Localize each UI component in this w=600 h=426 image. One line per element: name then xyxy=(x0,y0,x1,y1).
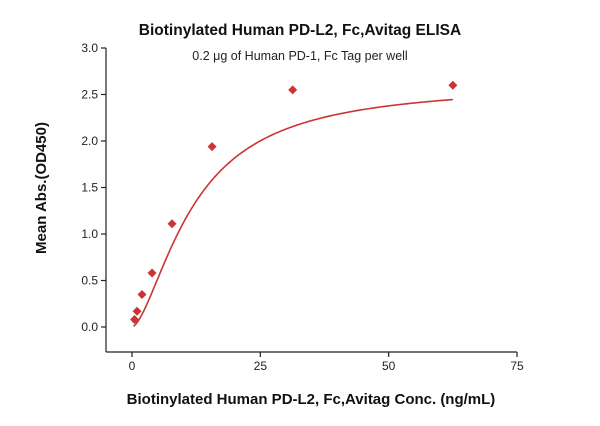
x-tick-label: 50 xyxy=(382,359,396,373)
y-axis-title: Mean Abs.(OD450) xyxy=(33,122,50,254)
chart-subtitle: 0.2 μg of Human PD-1, Fc Tag per well xyxy=(192,49,407,63)
y-tick-label: 1.5 xyxy=(81,181,98,195)
data-point xyxy=(132,306,142,316)
y-tick-label: 0.0 xyxy=(81,320,98,334)
x-tick-label: 25 xyxy=(254,359,268,373)
fit-curve-group xyxy=(133,98,453,327)
y-tick-label: 0.5 xyxy=(81,274,98,288)
y-tick-label: 3.0 xyxy=(81,41,98,55)
fit-curve xyxy=(133,98,453,327)
data-point xyxy=(147,268,157,278)
axes xyxy=(105,48,517,353)
x-tick-label: 0 xyxy=(129,359,136,373)
data-points xyxy=(130,80,458,325)
y-tick-label: 2.0 xyxy=(81,134,98,148)
chart-title: Biotinylated Human PD-L2, Fc,Avitag ELIS… xyxy=(139,22,461,39)
data-point xyxy=(130,315,140,325)
y-tick-label: 1.0 xyxy=(81,227,98,241)
data-point xyxy=(167,219,177,229)
ticks: 0.0 0.5 1.0 1.5 2.0 2.5 3.0 0 25 50 75 xyxy=(81,41,524,373)
data-point xyxy=(448,80,458,90)
data-point xyxy=(207,142,217,152)
x-axis-title: Biotinylated Human PD-L2, Fc,Avitag Conc… xyxy=(127,391,496,408)
data-point xyxy=(137,289,147,299)
x-tick-label: 75 xyxy=(510,359,524,373)
data-point xyxy=(288,85,298,95)
y-tick-label: 2.5 xyxy=(81,88,98,102)
